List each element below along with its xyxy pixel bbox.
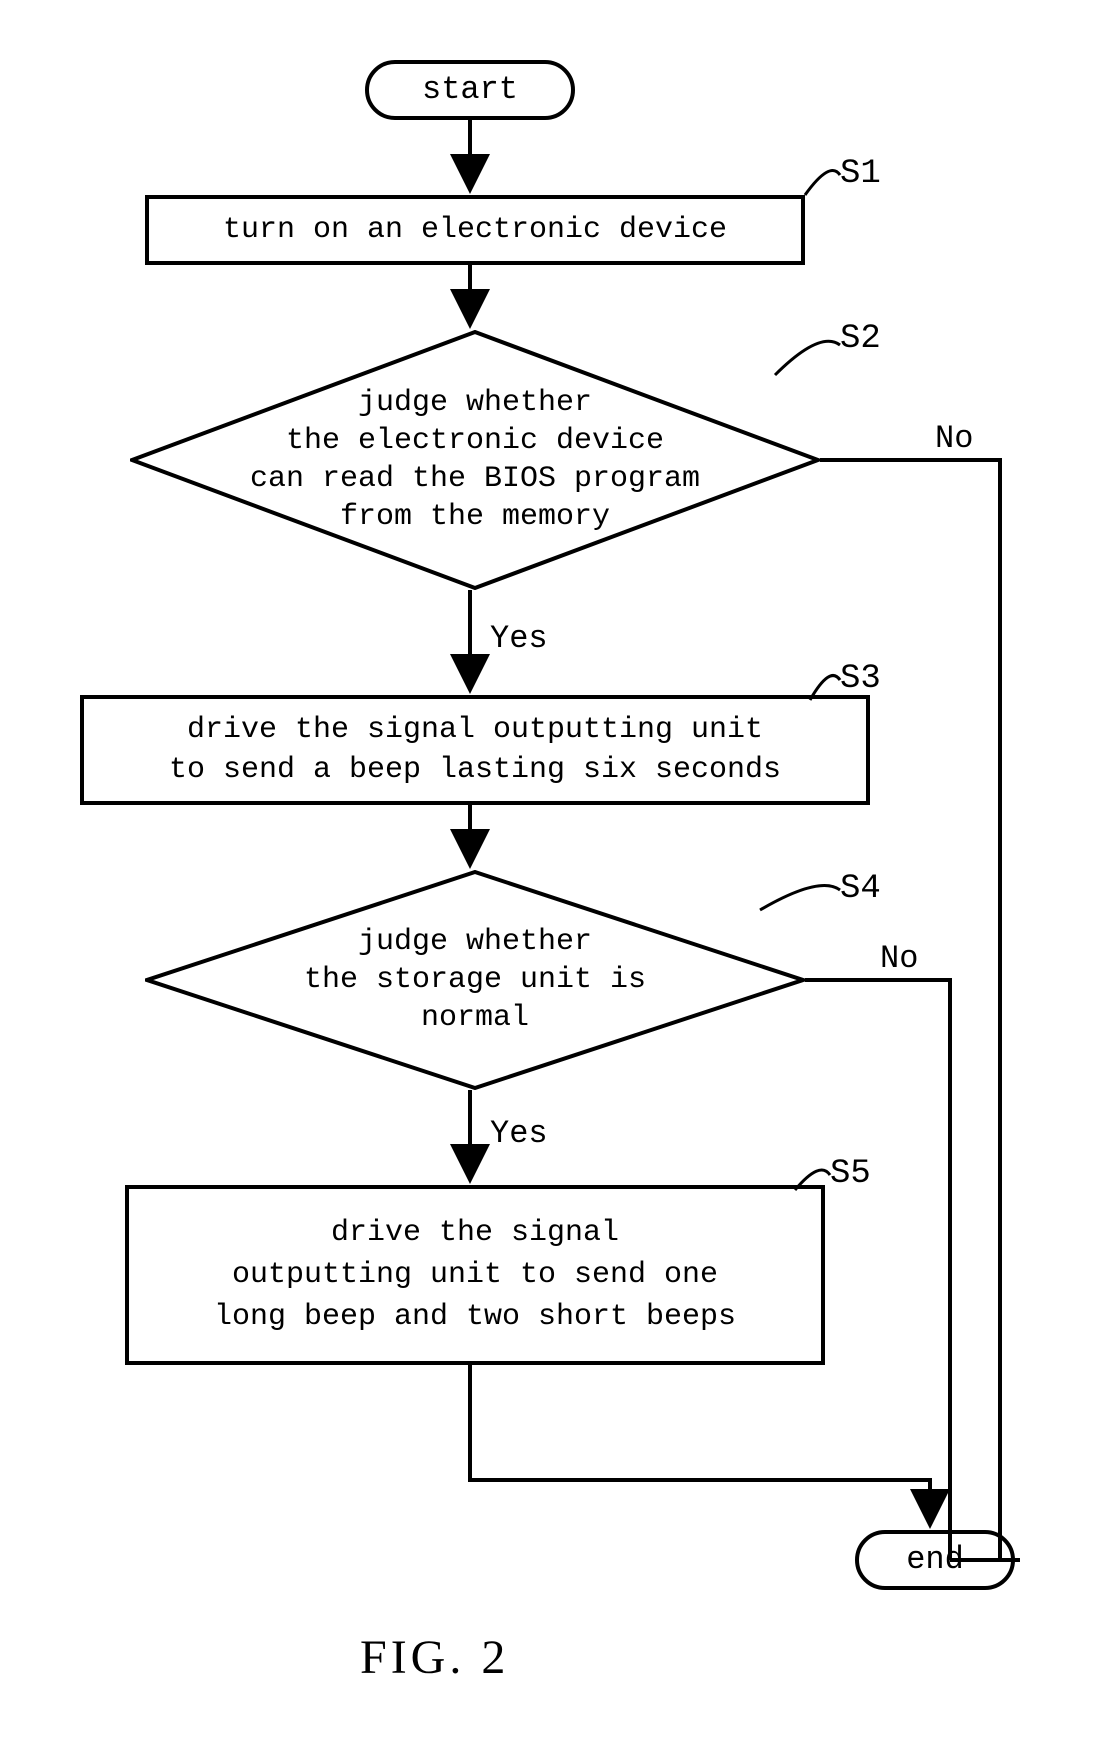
node-s4: judge whether the storage unit is normal bbox=[145, 870, 805, 1090]
node-s2-line2: the electronic device bbox=[286, 424, 664, 458]
node-s3-line2: to send a beep lasting six seconds bbox=[169, 753, 781, 787]
node-s5-line2: outputting unit to send one bbox=[232, 1258, 718, 1292]
node-s4-line3: normal bbox=[421, 1001, 529, 1035]
step-label-s5: S5 bbox=[830, 1155, 871, 1193]
node-start: start bbox=[365, 60, 575, 120]
step-label-s3: S3 bbox=[840, 660, 881, 698]
node-s4-text: judge whether the storage unit is normal bbox=[145, 923, 805, 1037]
node-s4-line2: the storage unit is bbox=[304, 963, 646, 997]
node-s2-line4: from the memory bbox=[340, 500, 610, 534]
node-s2-line1: judge whether bbox=[358, 386, 592, 420]
edge-label-s4-yes: Yes bbox=[490, 1115, 548, 1152]
edge-label-s2-yes: Yes bbox=[490, 620, 548, 657]
node-s2-text: judge whether the electronic device can … bbox=[130, 384, 820, 536]
node-s1: turn on an electronic device bbox=[145, 195, 805, 265]
node-s2-line3: can read the BIOS program bbox=[250, 462, 700, 496]
node-start-label: start bbox=[422, 71, 518, 108]
node-s4-line1: judge whether bbox=[358, 925, 592, 959]
figure-caption: FIG. 2 bbox=[360, 1630, 509, 1685]
node-s3: drive the signal outputting unit to send… bbox=[80, 695, 870, 805]
node-s5-line3: long beep and two short beeps bbox=[214, 1300, 736, 1334]
node-s5-line1: drive the signal bbox=[331, 1216, 619, 1250]
edge-label-s2-no: No bbox=[935, 420, 973, 457]
node-s3-line1: drive the signal outputting unit bbox=[187, 713, 763, 747]
node-s3-text: drive the signal outputting unit to send… bbox=[169, 710, 781, 790]
node-s2: judge whether the electronic device can … bbox=[130, 330, 820, 590]
edge-label-s4-no: No bbox=[880, 940, 918, 977]
node-s5: drive the signal outputting unit to send… bbox=[125, 1185, 825, 1365]
step-label-s2: S2 bbox=[840, 320, 881, 358]
node-end: end bbox=[855, 1530, 1015, 1590]
step-label-s1: S1 bbox=[840, 155, 881, 193]
step-label-s4: S4 bbox=[840, 870, 881, 908]
node-s1-text: turn on an electronic device bbox=[223, 213, 727, 247]
node-end-label: end bbox=[906, 1541, 964, 1578]
node-s5-text: drive the signal outputting unit to send… bbox=[214, 1212, 736, 1338]
